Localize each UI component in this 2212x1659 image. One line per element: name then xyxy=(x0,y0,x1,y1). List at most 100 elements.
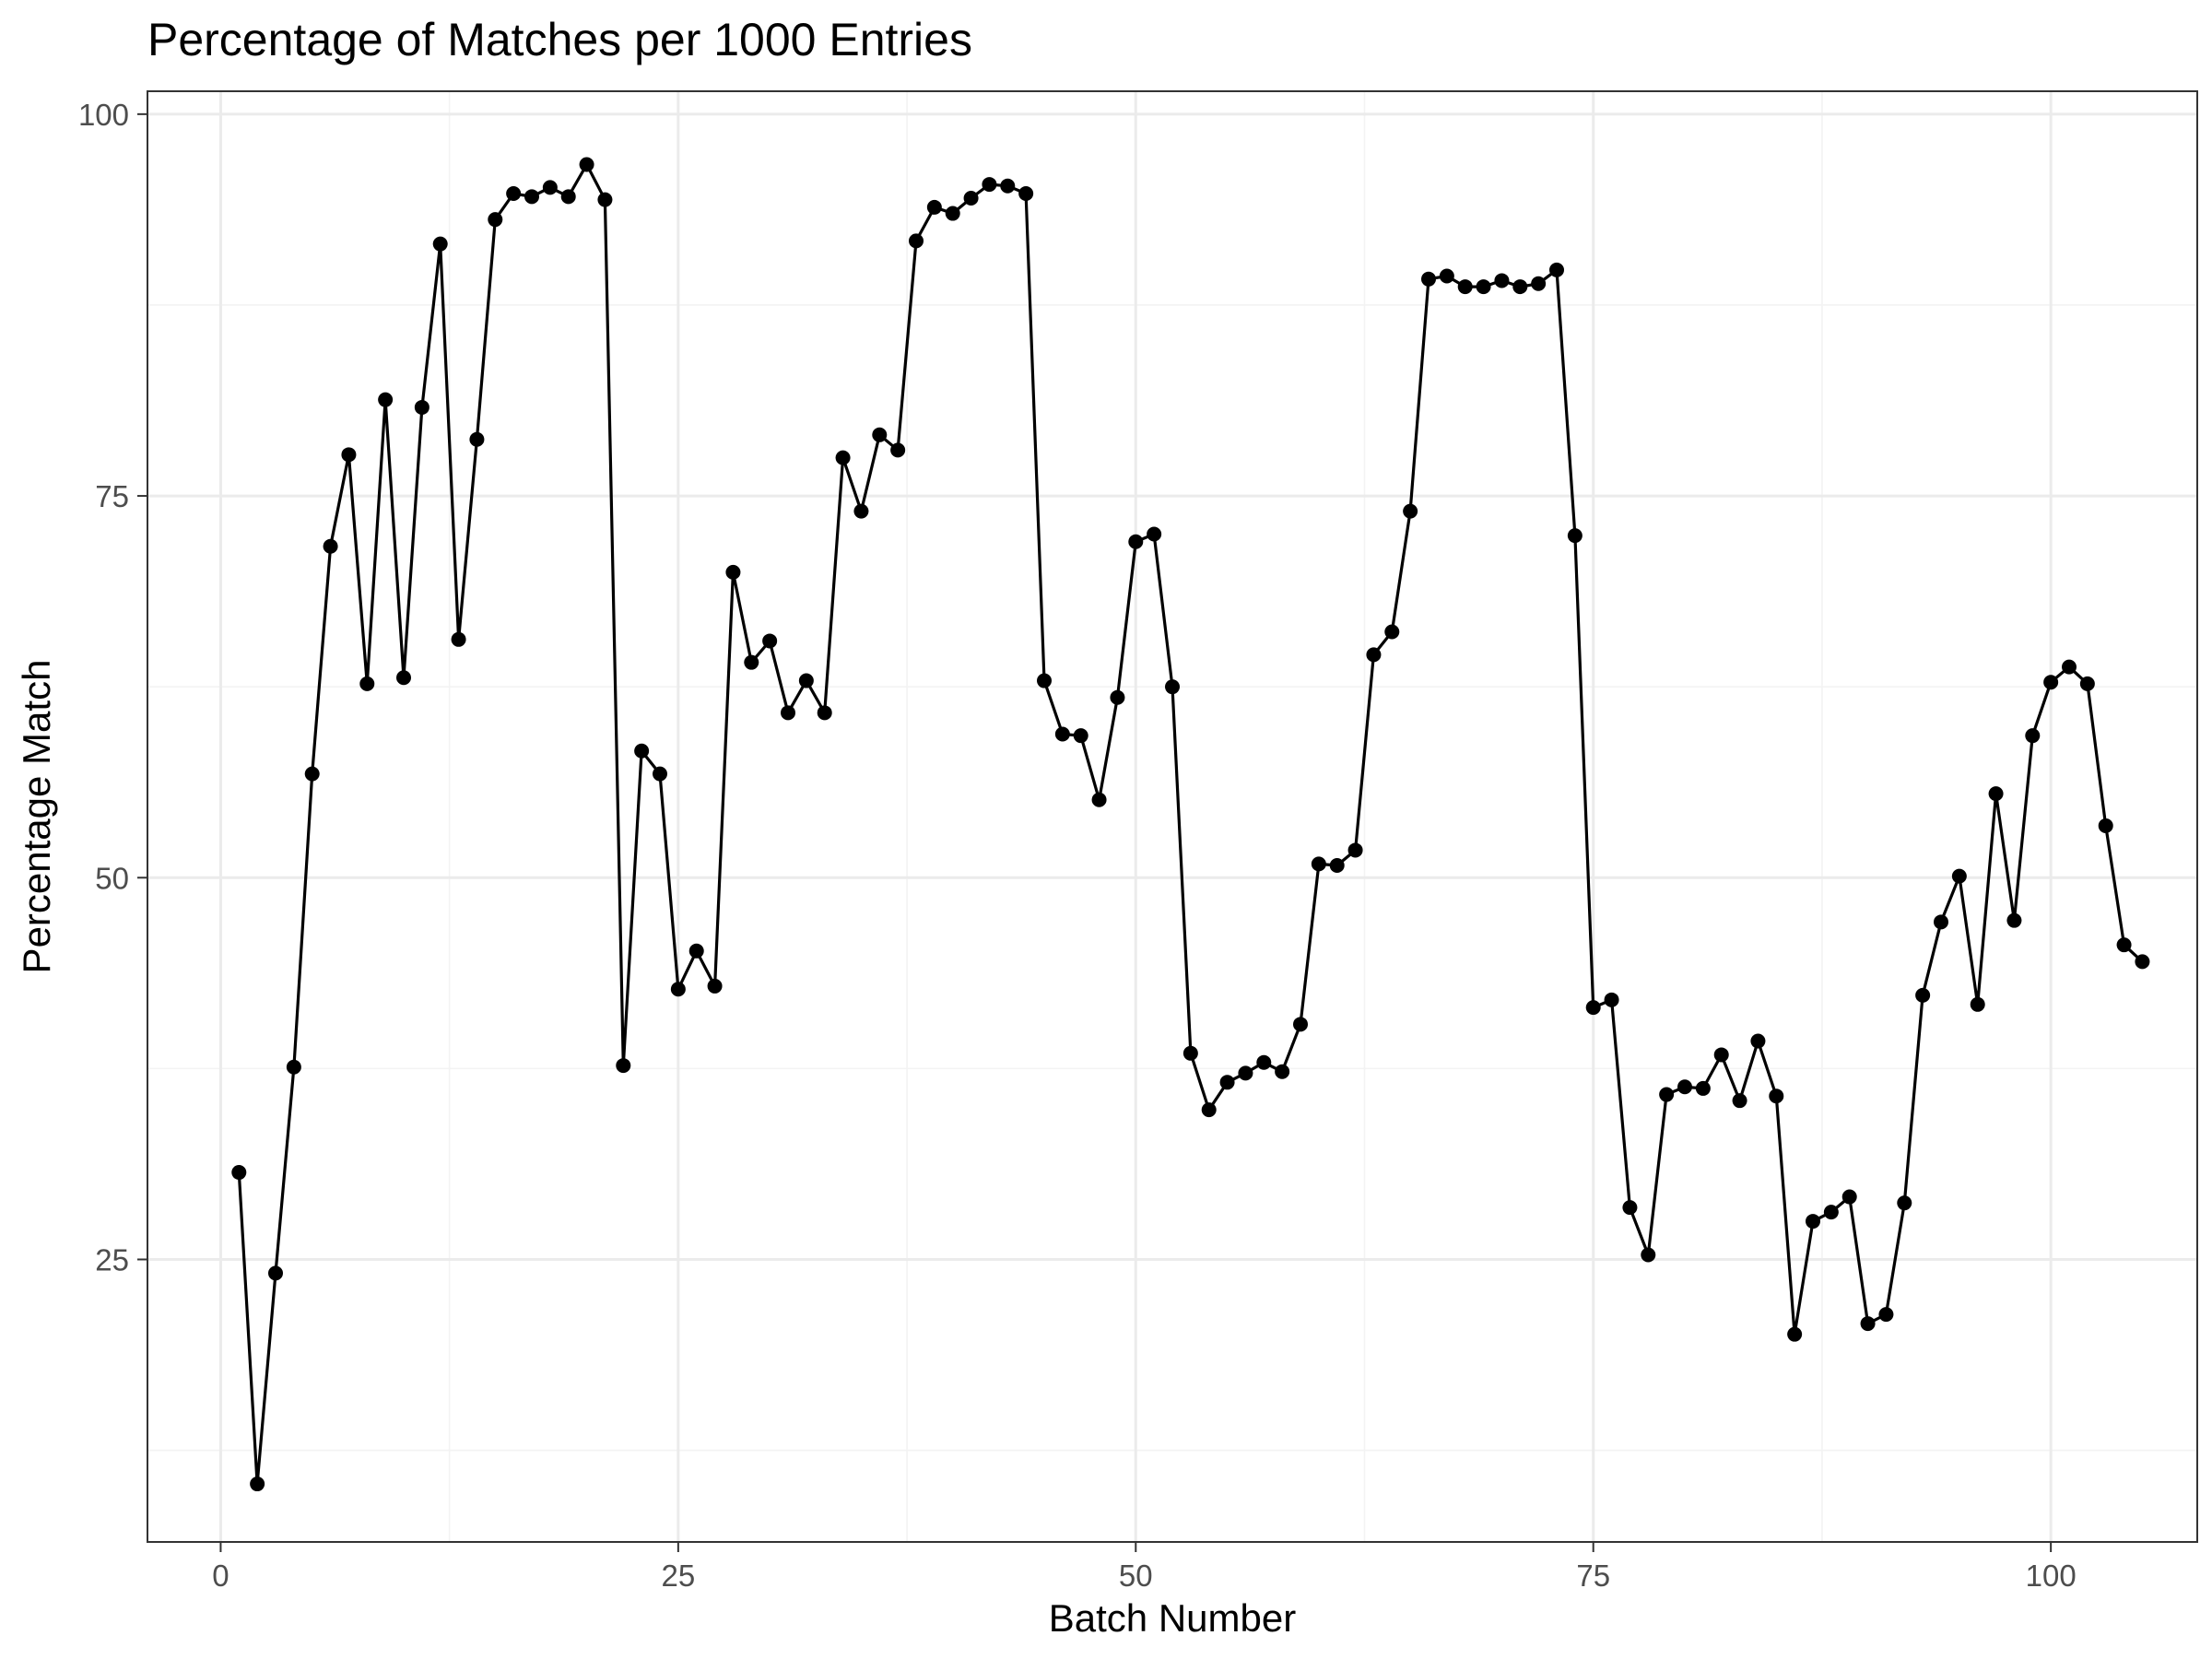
data-point xyxy=(1970,996,1985,1012)
data-point xyxy=(1769,1088,1784,1104)
data-point xyxy=(451,631,466,647)
data-point xyxy=(359,676,375,691)
data-point xyxy=(414,399,429,415)
data-point xyxy=(1439,268,1454,284)
data-point xyxy=(1897,1195,1912,1211)
data-point xyxy=(1659,1087,1675,1102)
plot-panel-border xyxy=(147,90,2198,1543)
data-point xyxy=(1713,1047,1729,1063)
data-point xyxy=(1531,276,1547,291)
data-point xyxy=(1750,1033,1766,1049)
major-grid xyxy=(147,91,2197,1542)
data-point xyxy=(1604,992,1619,1007)
data-point xyxy=(653,766,667,782)
data-point xyxy=(909,233,924,249)
data-point xyxy=(1787,1326,1803,1342)
x-tick-label: 0 xyxy=(212,1559,229,1593)
data-point xyxy=(872,427,888,442)
data-point xyxy=(1841,1189,1857,1205)
data-point xyxy=(1256,1054,1272,1070)
data-point xyxy=(1567,528,1583,544)
data-point xyxy=(670,982,686,997)
data-point xyxy=(2116,937,2132,953)
x-tick-label: 100 xyxy=(2026,1559,2077,1593)
x-tick-label: 75 xyxy=(1576,1559,1610,1593)
data-point xyxy=(524,189,539,205)
data-point xyxy=(2135,954,2150,970)
data-point xyxy=(2098,818,2113,833)
data-point xyxy=(1878,1307,1894,1323)
data-point xyxy=(1347,842,1363,858)
data-point xyxy=(2006,912,2022,928)
data-point xyxy=(1182,1045,1198,1061)
y-tick-label: 50 xyxy=(95,861,129,895)
data-point xyxy=(2025,728,2041,744)
data-point xyxy=(853,503,869,519)
x-axis: 0 25 50 75 100 xyxy=(212,1542,2077,1593)
data-point xyxy=(2079,676,2095,691)
data-point xyxy=(1128,534,1144,549)
data-point xyxy=(781,705,795,721)
data-point xyxy=(1091,792,1107,807)
data-point xyxy=(1934,914,1948,930)
data-point xyxy=(1219,1075,1235,1090)
data-point xyxy=(1988,786,2004,802)
data-point xyxy=(688,943,704,959)
data-point xyxy=(2043,675,2059,690)
data-point xyxy=(1384,624,1400,640)
data-point xyxy=(1165,679,1180,695)
data-point xyxy=(890,442,906,458)
data-point xyxy=(762,633,778,649)
data-point xyxy=(378,392,394,407)
data-point xyxy=(1915,987,1931,1003)
data-point xyxy=(1860,1316,1876,1332)
data-point xyxy=(1622,1200,1638,1216)
data-point xyxy=(1494,273,1510,288)
data-point xyxy=(835,450,851,465)
data-point xyxy=(2062,659,2077,675)
data-point xyxy=(469,431,485,447)
data-point xyxy=(341,447,357,463)
data-point xyxy=(963,190,979,206)
data-point xyxy=(597,192,613,207)
data-point xyxy=(488,212,503,228)
data-point xyxy=(1000,178,1016,194)
data-point xyxy=(506,186,522,202)
data-point xyxy=(286,1059,301,1075)
data-point xyxy=(725,564,741,580)
chart-title: Percentage of Matches per 1000 Entries xyxy=(147,14,972,65)
data-point xyxy=(579,157,594,172)
data-point xyxy=(1512,279,1528,295)
data-point xyxy=(1677,1079,1692,1095)
data-point xyxy=(250,1477,265,1492)
data-point xyxy=(1238,1065,1253,1081)
data-point xyxy=(616,1058,631,1074)
data-point xyxy=(817,705,832,721)
data-point xyxy=(1110,689,1125,705)
data-point xyxy=(1549,262,1564,277)
data-point xyxy=(744,654,759,670)
data-point xyxy=(1073,728,1088,744)
data-point xyxy=(1037,673,1052,688)
data-point xyxy=(1201,1102,1217,1118)
data-point xyxy=(945,206,960,221)
minor-grid xyxy=(147,91,2197,1542)
data-point xyxy=(396,670,411,686)
data-point xyxy=(1823,1205,1839,1220)
x-axis-title: Batch Number xyxy=(1049,1596,1296,1640)
data-point xyxy=(1951,868,1967,884)
data-point xyxy=(1054,726,1070,742)
series-line xyxy=(237,162,2144,1486)
data-point xyxy=(1018,186,1034,202)
data-point xyxy=(1695,1080,1711,1096)
data-point xyxy=(707,978,723,994)
data-point xyxy=(1476,279,1491,295)
data-point xyxy=(1806,1214,1820,1230)
data-point xyxy=(268,1265,283,1281)
data-point xyxy=(1585,1000,1601,1016)
y-tick-label: 25 xyxy=(95,1242,129,1277)
x-tick-label: 25 xyxy=(661,1559,695,1593)
data-point xyxy=(1311,856,1326,872)
data-point xyxy=(1421,271,1436,287)
